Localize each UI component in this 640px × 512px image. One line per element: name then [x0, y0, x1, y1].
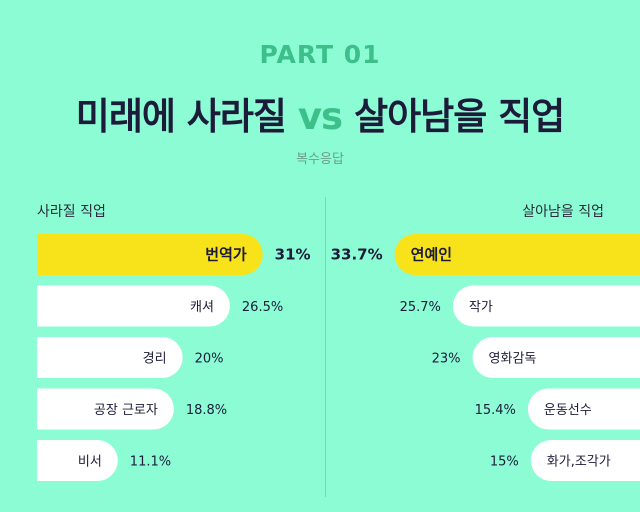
center-divider	[325, 197, 326, 497]
right-bar-label-0: 연예인	[411, 246, 452, 264]
left-bar-label-2: 경리	[143, 352, 167, 367]
right-value-label-1: 25.7%	[400, 300, 441, 315]
right-bar-3	[527, 388, 640, 430]
left-chart-title: 사라질 직업	[37, 204, 106, 220]
title-vs: vs	[297, 95, 343, 138]
right-bar-0	[394, 234, 640, 275]
left-bar-4	[37, 440, 118, 481]
subtitle: 복수응답	[296, 152, 344, 167]
left-bar-label-1: 캐셔	[190, 300, 214, 315]
left-bar-label-4: 비서	[78, 455, 102, 470]
left-bar-label-3: 공장 근로자	[94, 403, 158, 418]
right-value-label-0: 33.7%	[331, 246, 383, 264]
right-chart-title: 살아남을 직업	[522, 204, 604, 220]
right-value-label-3: 15.4%	[475, 403, 516, 418]
left-value-label-3: 18.8%	[186, 403, 227, 418]
right-bar-4	[530, 440, 640, 481]
right-bar-label-3: 운동선수	[544, 403, 592, 418]
title-right: 살아남을 직업	[354, 95, 565, 138]
right-value-label-2: 23%	[432, 352, 461, 367]
left-value-label-1: 26.5%	[242, 300, 283, 315]
left-bar-3	[37, 388, 174, 430]
right-bar-label-4: 화가,조각가	[547, 455, 611, 470]
left-bar-2	[37, 337, 183, 378]
right-bar-label-1: 작가	[469, 300, 493, 315]
left-bar-1	[37, 285, 230, 327]
part-label: PART 01	[259, 40, 381, 69]
right-bar-1	[452, 285, 640, 327]
left-value-label-4: 11.1%	[130, 455, 171, 470]
title-left: 미래에 사라질	[75, 95, 287, 138]
left-bar-label-0: 번역가	[205, 246, 247, 264]
left-value-label-0: 31%	[275, 246, 311, 264]
left-value-label-2: 20%	[195, 352, 224, 367]
right-bar-2	[472, 337, 640, 378]
page-title: 미래에 사라질 vs 살아남을 직업	[0, 86, 640, 140]
right-value-label-4: 15%	[490, 455, 519, 470]
left-bar-0	[37, 234, 263, 275]
right-bar-label-2: 영화감독	[489, 352, 537, 367]
